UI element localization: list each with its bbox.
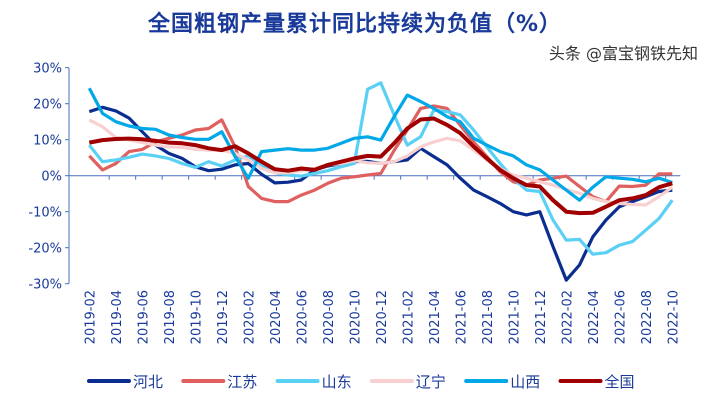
x-tick-label: 2022-06 <box>613 290 628 344</box>
chart-title: 全国粗钢产量累计同比持续为负值（%） <box>147 12 563 37</box>
legend-label: 江苏 <box>227 373 257 391</box>
x-tick-label: 2021-12 <box>534 290 549 344</box>
legend-label: 辽宁 <box>416 373 446 391</box>
y-tick-label: 20% <box>33 98 62 113</box>
x-tick-label: 2019-12 <box>216 290 231 344</box>
x-tick-label: 2020-06 <box>295 290 310 344</box>
series-line-4 <box>88 118 674 207</box>
series-line-3 <box>88 81 674 256</box>
x-tick-label: 2022-08 <box>640 290 655 344</box>
x-tick-label: 2021-10 <box>507 290 522 344</box>
y-tick-label: 0% <box>41 170 62 185</box>
x-tick-label: 2021-06 <box>454 290 469 344</box>
x-tick-label: 2019-08 <box>163 290 178 344</box>
x-tick-label: 2021-08 <box>481 290 496 344</box>
x-tick-label: 2022-10 <box>666 290 681 344</box>
x-tick-label: 2022-04 <box>587 290 602 344</box>
y-tick-label: -30% <box>28 278 62 293</box>
x-tick-label: 2020-12 <box>375 290 390 344</box>
x-tick-label: 2020-04 <box>269 290 284 344</box>
x-tick-label: 2021-02 <box>401 290 416 344</box>
x-tick-label: 2022-02 <box>560 290 575 344</box>
x-tick-label: 2019-04 <box>110 290 125 344</box>
x-tick-label: 2020-02 <box>242 290 257 344</box>
legend-label: 山东 <box>322 373 352 391</box>
y-tick-label: -10% <box>28 206 62 221</box>
watermark: 头条 @富宝钢铁先知 <box>548 44 698 63</box>
legend-label: 河北 <box>133 373 163 391</box>
x-tick-label: 2021-04 <box>428 290 443 344</box>
y-tick-label: -20% <box>28 242 62 257</box>
series-line-5 <box>87 87 673 202</box>
x-tick-label: 2020-08 <box>322 290 337 344</box>
x-tick-label: 2019-02 <box>83 290 98 344</box>
x-tick-label: 2019-06 <box>136 290 151 344</box>
y-tick-label: 10% <box>33 134 62 149</box>
x-tick-label: 2020-10 <box>348 290 363 344</box>
series-line-2 <box>88 104 673 204</box>
series-line-6 <box>88 116 673 216</box>
legend-label: 全国 <box>605 373 635 391</box>
x-tick-label: 2019-10 <box>189 290 204 344</box>
legend-label: 山西 <box>510 373 540 391</box>
y-tick-label: 30% <box>33 62 62 77</box>
